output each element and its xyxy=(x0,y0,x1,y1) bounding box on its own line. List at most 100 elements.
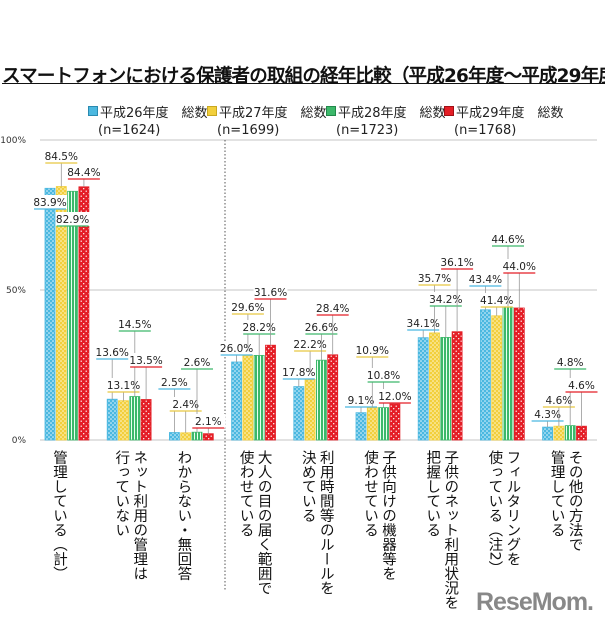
bar xyxy=(242,350,254,441)
bar xyxy=(440,336,452,441)
bar xyxy=(513,307,525,441)
legend-swatch xyxy=(207,106,217,116)
data-label: 4.3% xyxy=(534,409,561,421)
bar xyxy=(293,386,305,441)
category-label: その他の方法で 管理している xyxy=(548,450,583,552)
data-label: 9.1% xyxy=(348,395,375,407)
label-bg xyxy=(253,285,288,299)
data-label: 28.4% xyxy=(316,303,349,315)
category-label: 管理している（計） xyxy=(51,450,67,581)
category-label: フィルタリングを 使っている（注2） xyxy=(486,450,521,576)
label-bg xyxy=(440,255,475,269)
legend-swatch xyxy=(326,106,336,116)
label-bg xyxy=(66,165,101,179)
data-label: 34.2% xyxy=(429,294,462,306)
label-bg xyxy=(366,368,401,382)
legend-n: (n=1768) xyxy=(454,123,517,138)
label-bg xyxy=(180,355,214,369)
bar xyxy=(168,432,180,441)
legend-swatch xyxy=(88,106,98,116)
data-label: 28.2% xyxy=(243,322,276,334)
label-bg xyxy=(564,378,599,392)
legend-label: 平成27年度 総数 xyxy=(219,106,327,121)
label-bg xyxy=(168,397,203,411)
bar xyxy=(355,412,367,441)
label-bg xyxy=(44,149,79,163)
label-bg xyxy=(417,271,452,285)
bar xyxy=(191,431,203,441)
label-bg xyxy=(230,300,265,314)
bar xyxy=(44,187,56,441)
bar xyxy=(542,426,553,441)
legend-label: 平成26年度 総数 xyxy=(100,106,208,121)
bar xyxy=(253,354,265,441)
data-label: 26.0% xyxy=(220,343,253,355)
y-tick-label: 100% xyxy=(0,136,26,146)
data-label: 10.9% xyxy=(356,345,389,357)
bar xyxy=(491,315,503,441)
legend-n: (n=1624) xyxy=(98,123,161,138)
bar xyxy=(576,425,587,441)
data-label: 10.8% xyxy=(367,370,400,382)
label-bg xyxy=(106,378,141,392)
label-bg xyxy=(377,389,412,403)
data-label: 84.5% xyxy=(45,151,78,163)
category-label: 子供のネット利用状況を 把握している xyxy=(424,450,459,610)
label-bg xyxy=(315,301,350,315)
label-bg xyxy=(293,337,328,351)
label-bg xyxy=(242,320,277,334)
data-label: 2.5% xyxy=(161,377,188,389)
data-label: 13.6% xyxy=(96,347,129,359)
bar xyxy=(106,398,118,441)
bar xyxy=(502,305,514,441)
data-label: 36.1% xyxy=(440,257,473,269)
bar xyxy=(553,425,565,441)
bar xyxy=(564,425,576,441)
bar xyxy=(140,399,152,441)
legend-swatch xyxy=(444,106,454,116)
label-bg xyxy=(406,316,441,330)
bar xyxy=(417,337,429,441)
label-bg xyxy=(281,365,316,379)
data-label: 14.5% xyxy=(118,319,151,331)
label-bg xyxy=(468,272,503,286)
category-label: 子供向けの機器等を 使わせている xyxy=(362,450,396,581)
legend-n: (n=1723) xyxy=(336,123,399,138)
label-bg xyxy=(479,293,514,307)
label-bg xyxy=(355,343,390,357)
data-label: 13.1% xyxy=(107,380,140,392)
legend-label: 平成28年度 総数 xyxy=(338,106,446,121)
label-bg xyxy=(117,317,152,331)
y-tick-label: 50% xyxy=(6,286,26,296)
bar xyxy=(479,309,491,441)
chart-title: スマートフォンにおける保護者の取組の経年比較（平成26年度～平成29年度） xyxy=(2,66,605,87)
bar xyxy=(265,344,276,441)
data-label: 12.0% xyxy=(378,391,411,403)
data-label: 44.6% xyxy=(491,234,524,246)
legend-n: (n=1699) xyxy=(217,123,280,138)
data-label: 4.6% xyxy=(546,395,573,407)
resemom-logo: ReseMom. xyxy=(475,588,594,616)
bar xyxy=(231,361,243,441)
label-bg xyxy=(157,375,192,389)
data-label: 44.0% xyxy=(503,261,536,273)
data-label: 4.8% xyxy=(557,357,584,369)
label-bg xyxy=(55,212,90,226)
data-label: 29.6% xyxy=(231,302,264,314)
data-label: 41.4% xyxy=(480,295,513,307)
bar xyxy=(67,190,78,441)
bar xyxy=(180,432,192,441)
label-bg xyxy=(129,353,164,367)
label-bg xyxy=(95,345,130,359)
data-label: 31.6% xyxy=(254,287,287,299)
bar xyxy=(429,332,440,441)
label-bg xyxy=(428,292,463,306)
bar xyxy=(118,400,129,441)
data-label: 82.9% xyxy=(56,214,89,226)
data-label: 34.1% xyxy=(407,318,440,330)
data-label: 13.5% xyxy=(129,355,162,367)
bar xyxy=(451,331,463,441)
data-label: 83.9% xyxy=(33,197,66,209)
bar xyxy=(129,396,141,441)
